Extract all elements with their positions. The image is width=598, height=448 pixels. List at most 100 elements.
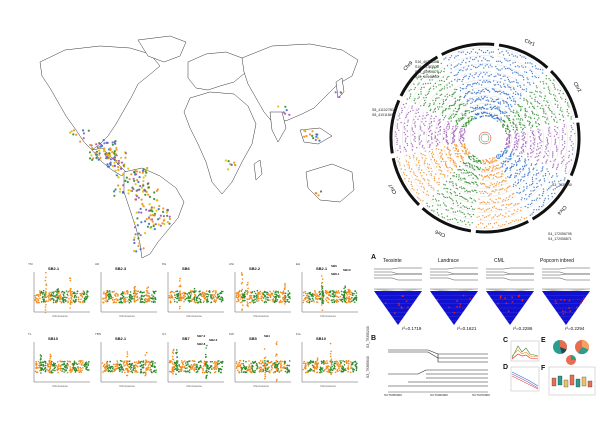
- circos-point: [554, 142, 557, 144]
- circos-point: [470, 68, 472, 71]
- circos-point: [465, 87, 467, 89]
- sample-point: [95, 153, 98, 156]
- snp-peak-point: [172, 352, 175, 355]
- snp-point: [130, 297, 133, 299]
- sample-point: [138, 171, 141, 174]
- snp-point: [259, 368, 262, 371]
- circos-point: [514, 130, 517, 132]
- circos-point: [435, 200, 438, 202]
- snp-point: [115, 301, 118, 304]
- circos-point: [485, 108, 488, 110]
- snp-point: [280, 364, 282, 366]
- snp-point: [243, 364, 245, 367]
- snp-point: [327, 301, 329, 303]
- circos-point: [491, 200, 493, 202]
- circos-point: [568, 150, 570, 153]
- snp-point: [63, 365, 66, 368]
- circos-point: [533, 141, 536, 144]
- circos-point: [492, 168, 494, 170]
- circos-point: [559, 118, 561, 121]
- snp-point: [63, 369, 66, 371]
- circos-point: [511, 105, 513, 108]
- circos-point: [440, 154, 442, 156]
- greenland-landmass: [137, 35, 187, 63]
- circos-point: [484, 167, 487, 169]
- snp-point: [336, 295, 338, 298]
- circos-point: [463, 67, 465, 69]
- circos-point: [500, 121, 502, 123]
- snp-peak-point: [57, 288, 59, 291]
- circos-point: [443, 68, 446, 70]
- circos-point: [553, 129, 556, 131]
- circos-point: [511, 150, 513, 153]
- circos-point: [518, 135, 520, 137]
- circos-point: [445, 180, 448, 183]
- sample-point: [97, 158, 100, 161]
- circos-point: [533, 189, 536, 191]
- sample-point: [114, 142, 117, 145]
- sample-point: [113, 158, 116, 161]
- circos-point: [450, 104, 452, 107]
- circos-point: [418, 96, 420, 98]
- circos-point: [421, 169, 423, 171]
- snp-point: [263, 290, 266, 293]
- circos-point: [441, 114, 444, 117]
- circos-point: [427, 92, 430, 94]
- circos-point: [473, 77, 475, 79]
- circos-point: [509, 122, 512, 124]
- circos-point: [518, 105, 520, 108]
- circos-point: [556, 132, 558, 134]
- snp-point: [307, 299, 309, 301]
- sample-point: [133, 236, 136, 239]
- circos-point: [548, 131, 550, 133]
- snp-point: [212, 297, 215, 299]
- snp-point: [147, 366, 149, 368]
- snp-point: [124, 364, 127, 366]
- circos-point: [554, 192, 556, 195]
- circos-point: [525, 57, 527, 60]
- snp-point: [336, 301, 338, 303]
- snp-point: [83, 291, 85, 293]
- circos-point: [408, 178, 410, 180]
- sample-point: [115, 148, 118, 151]
- circos-point: [548, 181, 551, 183]
- circos-point: [433, 117, 435, 120]
- circos-point: [431, 148, 433, 151]
- circos-point: [471, 164, 473, 166]
- snp-point: [262, 362, 264, 364]
- circos-point: [498, 90, 500, 93]
- circos-point: [516, 155, 518, 157]
- circos-point: [502, 91, 505, 93]
- manhattan-trait-label: GY: [162, 332, 167, 336]
- snp-point: [332, 290, 335, 292]
- snp-point: [251, 369, 254, 371]
- snp-point: [252, 301, 255, 304]
- circos-point: [471, 189, 473, 191]
- sample-point: [155, 209, 158, 212]
- circos-point: [450, 188, 452, 191]
- circos-point: [444, 196, 446, 199]
- snp-point: [139, 299, 142, 301]
- snp-point: [211, 298, 213, 300]
- snp-point: [50, 294, 53, 297]
- circos-point: [533, 174, 535, 176]
- circos-point: [401, 109, 403, 112]
- circos-point: [528, 169, 530, 171]
- snp-point: [173, 298, 176, 301]
- circos-point: [502, 214, 504, 217]
- sample-point: [128, 178, 131, 181]
- circos-point: [458, 169, 460, 171]
- snp-point: [302, 362, 305, 365]
- snp-peak-point: [241, 281, 244, 284]
- circos-point: [468, 123, 470, 125]
- circos-point: [506, 97, 509, 100]
- circos-point: [470, 102, 472, 105]
- sample-point: [95, 143, 98, 146]
- snp-point: [249, 301, 252, 304]
- circos-point: [565, 164, 567, 166]
- circos-point: [523, 56, 525, 58]
- circos-point: [499, 93, 501, 95]
- snp-point: [243, 297, 246, 299]
- circos-point: [433, 210, 435, 212]
- snp-point: [136, 365, 139, 368]
